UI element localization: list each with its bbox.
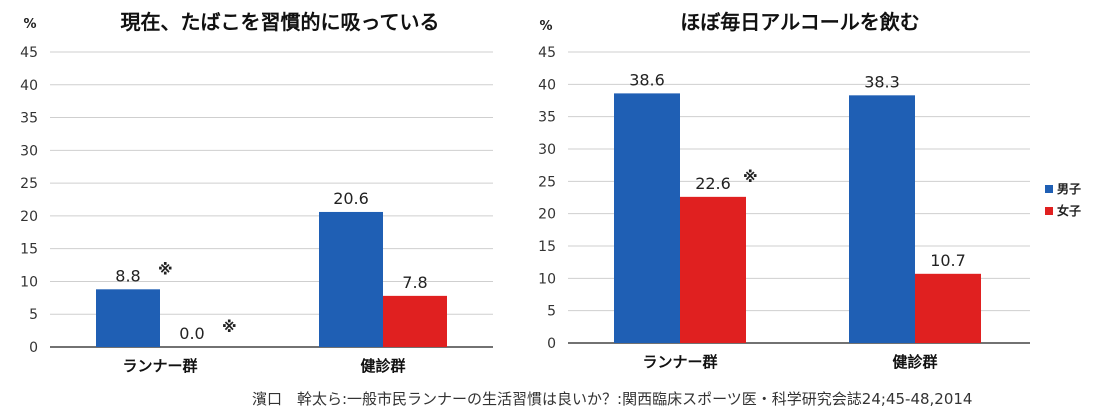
- y-tick-label: 30: [538, 142, 556, 158]
- data-label: 20.6: [333, 189, 369, 208]
- category-label: 健診群: [892, 353, 937, 371]
- y-tick-label: 30: [20, 143, 38, 159]
- legend-label: 男子: [1057, 182, 1081, 196]
- chart-alcohol: ほぼ毎日アルコールを飲む% 0 5 10 15 20 25 30 35 40 45 ランナー群 38.6…: [538, 10, 1081, 371]
- legend-swatch: [1045, 185, 1053, 193]
- legend-swatch: [1045, 207, 1053, 215]
- y-tick-label: 45: [538, 45, 556, 61]
- y-tick-label: 20: [538, 207, 556, 223]
- y-tick-label: 15: [538, 239, 556, 255]
- bar: [383, 295, 447, 347]
- y-tick-label: 20: [20, 209, 38, 225]
- y-tick-label: 10: [538, 271, 556, 287]
- source-citation: 濱口 幹太ら:一般市民ランナーの生活習慣は良いか？:関西臨床スポーツ医・科学研究…: [252, 390, 973, 408]
- y-tick-label: 35: [20, 111, 38, 127]
- significance-mark: ※: [743, 168, 758, 186]
- significance-mark: ※: [222, 318, 237, 336]
- category-label: ランナー群: [122, 357, 197, 375]
- unit-label: %: [539, 19, 552, 34]
- y-tick-label: 10: [20, 274, 38, 290]
- bar: [680, 196, 746, 343]
- y-tick-label: 15: [20, 242, 38, 258]
- y-tick-label: 5: [547, 304, 556, 320]
- chart-smoking: 現在、たばこを習慣的に吸っている% 0 5 10 15 20 25 30 35 40 45 ランナー群…: [20, 10, 493, 375]
- y-tick-label: 40: [538, 77, 556, 93]
- data-label: 38.3: [864, 72, 900, 91]
- data-label: 38.6: [629, 70, 665, 89]
- data-label: 0.0: [179, 324, 204, 343]
- y-tick-label: 40: [20, 78, 38, 94]
- bar: [614, 93, 680, 344]
- y-tick-label: 5: [29, 307, 38, 323]
- y-tick-label: 45: [20, 45, 38, 61]
- y-tick-label: 25: [20, 176, 38, 192]
- bar: [915, 273, 981, 343]
- y-tick-label: 0: [29, 340, 38, 356]
- data-label: 7.8: [402, 273, 427, 292]
- y-tick-label: 35: [538, 110, 556, 126]
- significance-mark: ※: [158, 260, 173, 278]
- bar: [849, 95, 915, 344]
- data-label: 22.6: [695, 174, 731, 193]
- category-label: 健診群: [360, 357, 405, 375]
- category-label: ランナー群: [642, 353, 717, 371]
- bar: [96, 289, 160, 347]
- chart-title: ほぼ毎日アルコールを飲む: [680, 10, 919, 34]
- legend-label: 女子: [1057, 203, 1081, 218]
- data-label: 8.8: [115, 266, 140, 285]
- y-tick-label: 0: [547, 336, 556, 352]
- unit-label: %: [23, 17, 36, 32]
- y-tick-label: 25: [538, 174, 556, 190]
- data-label: 10.7: [930, 251, 966, 270]
- bar: [319, 211, 383, 347]
- chart-title: 現在、たばこを習慣的に吸っている: [121, 10, 440, 34]
